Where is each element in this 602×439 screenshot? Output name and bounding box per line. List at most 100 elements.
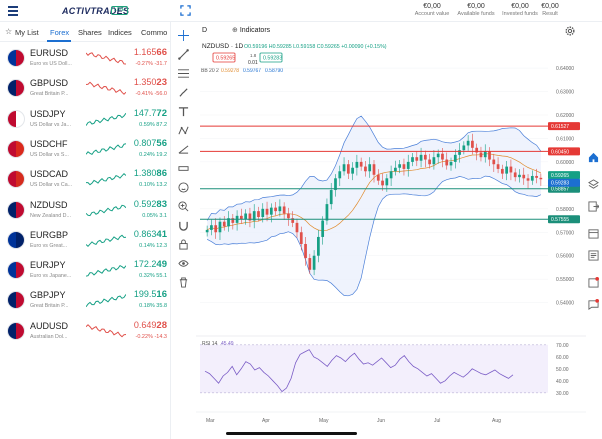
ask-price: 0.59283 [263,56,282,62]
candle [282,206,286,214]
fib-retracement-icon[interactable] [178,68,189,79]
instrument-price: 1.16566 [133,47,167,58]
bollinger-fill [207,116,541,296]
crosshair-icon[interactable] [178,30,189,41]
text-tool-icon[interactable] [178,106,189,117]
eye-icon[interactable] [178,258,189,269]
layers-icon[interactable] [588,179,599,190]
instrument-symbol: GBPJPY [30,290,66,301]
candle [364,166,367,172]
instrument-price: 0.59283 [133,198,167,210]
candle [445,159,449,166]
tab-indices[interactable]: Indices [108,28,132,37]
candle [513,172,517,178]
indicators-button[interactable]: ⊕ Indicators [232,26,270,34]
watchlist-panel: ☆ My List Forex Shares Indices Commo EUR… [0,22,171,439]
interval-button[interactable]: D [202,27,208,34]
lock-icon[interactable] [178,239,189,250]
watchlist-row-gbpjpy[interactable]: GBPJPY Great Britain P... 199.516 0.18% 35.… [0,284,171,314]
news-icon[interactable] [588,250,599,261]
candle [227,218,230,227]
watchlist-row-eurusd[interactable]: EURUSD Euro vs US Doll... 1.16566 -0.27% -3… [0,42,171,72]
candle [355,161,359,168]
instrument-change: 0.24% 19.2 [139,151,167,158]
watchlist-row-usdchf[interactable]: USDCHF US Dollar vs S... 0.80756 0.24% 19.2 [0,133,171,163]
price-level-label: 0.58857 [551,187,569,193]
candle [376,174,380,181]
candle [479,152,483,158]
home-icon[interactable] [588,152,599,163]
sparkline [86,112,126,126]
sparkline-line [86,323,126,338]
tab-my-list[interactable]: My List [15,28,39,37]
brush-icon[interactable] [178,87,189,98]
watchlist-row-usdcad[interactable]: USDCAD US Dollar vs Ca... 1.38086 0.10% 13.… [0,163,171,193]
pattern-icon[interactable] [178,125,189,136]
instrument-price: 1.38086 [133,168,167,180]
current-price-label: 0.59283 [551,181,569,187]
magnet-icon[interactable] [178,220,189,231]
rsi-tick-label: 50.00 [556,367,569,373]
trendline-icon[interactable] [178,49,189,60]
sparkline [86,81,126,96]
candle [500,168,504,174]
notifications-icon[interactable] [588,277,599,288]
candle [535,175,538,178]
candle [325,204,329,221]
y-tick-label: 0.56000 [556,254,574,260]
fullscreen-icon[interactable] [180,5,191,16]
candle [231,218,235,223]
zoom-in-icon[interactable] [178,201,189,212]
candle [261,208,265,218]
candle [539,177,543,180]
sparkline [86,323,126,338]
spread-value: 1.8 [250,53,257,58]
tab-forex[interactable]: Forex [50,28,70,37]
candle [257,211,260,218]
asset-class-tabs: ☆ My List Forex Shares Indices Commo [0,22,170,42]
watchlist-row-nzdusd[interactable]: NZDUSD New Zealand D... 0.59283 0.05% 3.1 [0,194,171,224]
watchlist-row-eurgbp[interactable]: EURGBP Euro vs Great... 0.86341 0.14% 12.3 [0,224,171,254]
price-level-tag [548,147,580,156]
candle [496,164,500,169]
x-tick-label: Apr [262,418,270,424]
watchlist-row-audusd[interactable]: AUDUSD Australian Dol... 0.64928 -0.22% -14… [0,315,171,345]
watchlist-row-eurjpy[interactable]: EURJPY Euro vs Japane... 172.249 0.32% 55.1 [0,254,171,284]
instrument-symbol: USDCAD [30,169,69,180]
watchlist-row-gbpusd[interactable]: GBPUSD Great Britain P... 1.35023 -0.41% -5… [0,72,171,102]
tab-commodities[interactable]: Commo [141,28,168,37]
gear-icon[interactable] [565,26,575,36]
instrument-change: 0.18% 35.8 [139,303,167,310]
result: €0,00 Result [541,3,559,17]
messages-icon[interactable] [588,299,599,310]
instrument-price: 172.249 [133,259,167,271]
candle [423,154,427,160]
bb-basis-value: 0.59278 [221,68,239,74]
price-chart[interactable]: NZDUSD · 1D O0.59196 H0.59285 L0.59158 C0… [196,40,586,432]
sparkline-line [86,204,126,216]
candle [518,174,521,178]
candle [381,180,384,186]
tab-shares[interactable]: Shares [78,28,102,37]
candle [441,153,444,160]
exit-icon[interactable] [588,201,599,212]
candle [346,164,350,174]
watchlist-row-usdjpy[interactable]: USDJPY US Dollar vs Ja... 147.772 0.59% 87.… [0,103,171,133]
candle [278,206,282,212]
current-price-tag [548,178,580,187]
candle [483,151,487,158]
emoji-icon[interactable] [178,182,189,193]
bb-lower-value: 0.58790 [265,68,283,74]
ruler-icon[interactable] [178,163,189,174]
menu-icon[interactable] [8,6,18,18]
trash-icon[interactable] [178,277,189,288]
invested-funds: €0,00 Invested funds [502,3,538,17]
projection-icon[interactable] [178,144,189,155]
candle [505,166,509,174]
candle [308,258,312,270]
chart-symbol-label: NZDUSD · 1D [202,43,243,50]
current-price-tag [548,171,580,180]
indicators-icon: ⊕ [232,27,240,34]
calendar-icon[interactable] [588,228,599,239]
candle [299,232,303,244]
